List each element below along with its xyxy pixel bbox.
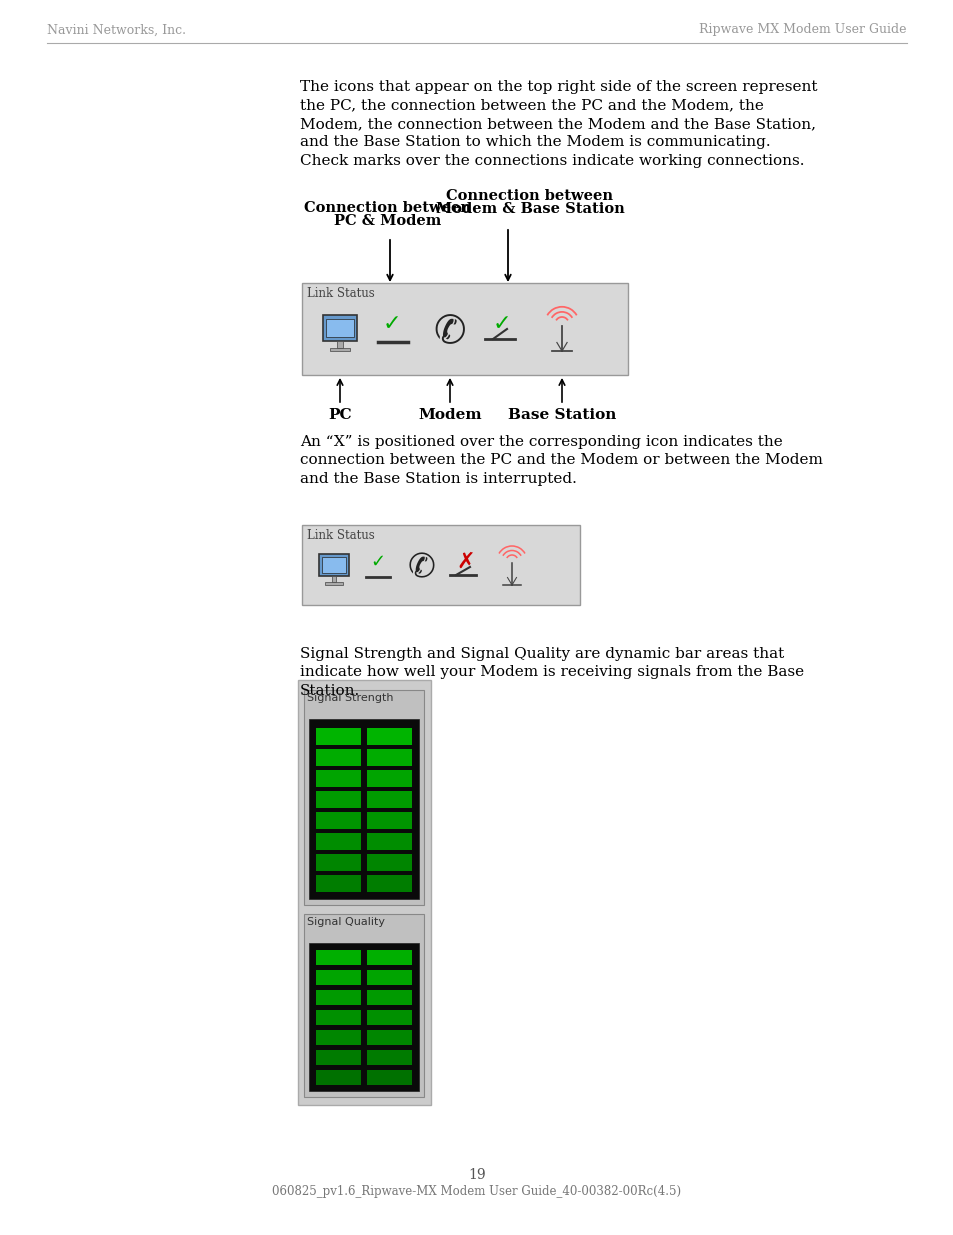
Bar	[367, 790, 412, 808]
Bar	[367, 1030, 412, 1045]
Text: Base Station: Base Station	[507, 408, 616, 422]
FancyBboxPatch shape	[302, 283, 627, 375]
Text: Signal Quality: Signal Quality	[307, 918, 385, 927]
Text: Ripwave MX Modem User Guide: Ripwave MX Modem User Guide	[699, 23, 906, 37]
Bar	[367, 832, 412, 850]
Bar	[367, 950, 412, 965]
Text: 19: 19	[468, 1168, 485, 1182]
Text: Signal Strength: Signal Strength	[307, 693, 393, 703]
FancyBboxPatch shape	[309, 719, 418, 899]
Text: Link Status: Link Status	[307, 287, 375, 300]
FancyBboxPatch shape	[304, 914, 423, 1097]
Bar	[367, 727, 412, 745]
Text: ✆: ✆	[408, 552, 436, 584]
FancyBboxPatch shape	[326, 319, 354, 337]
Text: ✓: ✓	[370, 553, 385, 571]
FancyBboxPatch shape	[309, 944, 418, 1091]
FancyBboxPatch shape	[323, 315, 356, 341]
Bar	[315, 1070, 360, 1086]
Bar	[367, 1010, 412, 1025]
Text: ✗: ✗	[456, 552, 475, 572]
FancyBboxPatch shape	[297, 680, 431, 1105]
Text: ✓: ✓	[382, 314, 401, 333]
Text: Navini Networks, Inc.: Navini Networks, Inc.	[47, 23, 186, 37]
Bar	[315, 727, 360, 745]
Bar	[367, 876, 412, 892]
Text: Modem & Base Station: Modem & Base Station	[436, 203, 623, 216]
Bar	[315, 1050, 360, 1065]
Text: The icons that appear on the top right side of the screen represent
the PC, the : The icons that appear on the top right s…	[299, 80, 817, 168]
Bar	[330, 347, 350, 351]
Text: Modem: Modem	[417, 408, 481, 422]
Bar	[315, 811, 360, 829]
Bar	[315, 1010, 360, 1025]
Text: Connection between: Connection between	[304, 201, 471, 215]
Bar	[315, 876, 360, 892]
Text: PC: PC	[328, 408, 352, 422]
Text: ✆: ✆	[434, 312, 466, 351]
FancyBboxPatch shape	[302, 525, 579, 605]
Bar	[315, 853, 360, 871]
Text: Signal Strength and Signal Quality are dynamic bar areas that
indicate how well : Signal Strength and Signal Quality are d…	[299, 647, 803, 698]
Bar	[367, 990, 412, 1005]
Bar	[315, 969, 360, 986]
Bar	[367, 969, 412, 986]
FancyBboxPatch shape	[322, 557, 346, 573]
Bar	[315, 990, 360, 1005]
Bar	[367, 748, 412, 766]
Bar	[315, 790, 360, 808]
Bar	[315, 769, 360, 787]
Bar	[315, 832, 360, 850]
Bar	[315, 748, 360, 766]
Bar	[367, 811, 412, 829]
Text: 060825_pv1.6_Ripwave-MX Modem User Guide_40-00382-00Rc(4.5): 060825_pv1.6_Ripwave-MX Modem User Guide…	[273, 1186, 680, 1198]
FancyBboxPatch shape	[318, 553, 349, 576]
Bar	[337, 341, 342, 347]
Text: Connection between: Connection between	[446, 189, 613, 203]
Text: ✓: ✓	[492, 314, 511, 333]
Bar	[325, 582, 343, 585]
Text: PC & Modem: PC & Modem	[334, 214, 441, 228]
Bar	[332, 576, 335, 582]
Bar	[315, 1030, 360, 1045]
Bar	[315, 950, 360, 965]
Bar	[367, 853, 412, 871]
Bar	[367, 1050, 412, 1065]
Text: An “X” is positioned over the corresponding icon indicates the
connection betwee: An “X” is positioned over the correspond…	[299, 435, 822, 485]
Text: Link Status: Link Status	[307, 529, 375, 542]
Bar	[367, 769, 412, 787]
Bar	[367, 1070, 412, 1086]
FancyBboxPatch shape	[304, 690, 423, 905]
